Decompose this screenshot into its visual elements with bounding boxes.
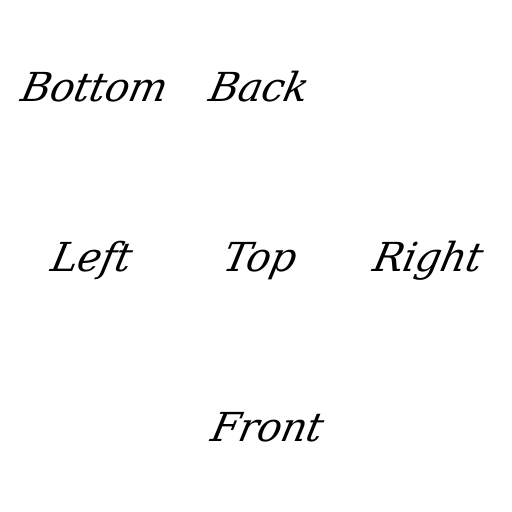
face-label-top: Top (219, 235, 301, 281)
face-label-right: Right (369, 235, 487, 281)
face-label-back: Back (205, 65, 313, 111)
face-label-left: Left (47, 235, 137, 281)
face-label-front: Front (207, 405, 328, 451)
face-label-bottom: Bottom (17, 65, 172, 111)
